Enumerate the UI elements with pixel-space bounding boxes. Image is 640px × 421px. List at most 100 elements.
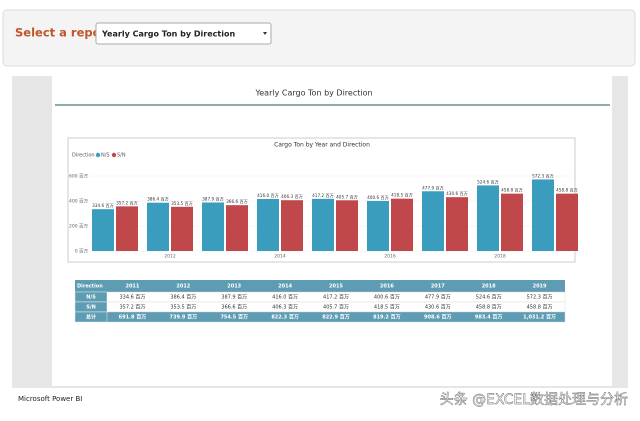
bar (336, 200, 358, 251)
data-label: 366.6 百万 (226, 199, 248, 205)
table-cell: 387.9 百万 (221, 295, 247, 301)
bar (422, 191, 444, 251)
table-cell: 572.3 百万 (527, 295, 553, 301)
report-title: Yearly Cargo Ton by Direction (254, 89, 372, 98)
table-cell: 406.3 百万 (272, 305, 298, 311)
bar (281, 200, 303, 251)
table-row-head (74, 311, 108, 323)
data-label: 405.7 百万 (336, 194, 358, 200)
table-header-cell: 2019 (533, 284, 547, 290)
table-header-cell: 2017 (431, 284, 445, 290)
footer-bar (12, 388, 628, 410)
table-cell: 418.5 百万 (374, 305, 400, 311)
dropdown-arrow[interactable] (263, 32, 267, 35)
data-label: 386.4 百万 (147, 197, 169, 203)
table-cell: 983.4 百万 (475, 314, 503, 321)
table-cell: 754.5 百万 (220, 314, 248, 321)
data-label: 357.2 百万 (116, 200, 138, 206)
report-dropdown[interactable] (95, 22, 272, 45)
data-label: 458.8 百万 (556, 188, 578, 194)
table-cell: 400.6 百万 (374, 295, 400, 301)
bar (171, 206, 193, 251)
bar (391, 198, 413, 251)
table-cell: N/S (86, 295, 96, 301)
bar (367, 200, 389, 251)
x-tick-label: 2014 (274, 254, 286, 260)
bar (202, 202, 224, 251)
table-header-cell: 2016 (380, 284, 394, 290)
table-cell: 822.3 百万 (271, 314, 299, 321)
legend-label: S/N (117, 153, 126, 159)
table-header-bg (75, 280, 565, 292)
x-tick-label: 2016 (384, 254, 396, 260)
chart-title: Cargo Ton by Year and Direction (274, 142, 370, 149)
y-tick-label: 400 百万 (69, 199, 89, 205)
table-cell: S/N (86, 305, 96, 311)
table-cell: 524.6 百万 (476, 295, 502, 301)
table-cell: 416.0 百万 (272, 295, 298, 301)
bar (556, 193, 578, 251)
table-cell: 908.6 百万 (424, 314, 452, 321)
data-label: 430.6 百万 (446, 191, 468, 197)
table-cell: 1,031.2 百万 (523, 314, 556, 321)
data-label: 406.3 百万 (281, 194, 303, 200)
bar (147, 202, 169, 251)
table-cell: 总计 (86, 314, 96, 321)
bar (116, 206, 138, 251)
table-header-cell: 2012 (176, 284, 190, 290)
data-label: 417.2 百万 (312, 193, 334, 199)
bar (226, 205, 248, 251)
table-header-cell: 2013 (227, 284, 241, 290)
legend-swatch (95, 152, 101, 158)
data-label: 334.6 百万 (92, 203, 114, 209)
table-header-cell: 2015 (329, 284, 343, 290)
watermark: 头条 @EXCEL数据处理与分析 (440, 391, 628, 408)
data-label: 418.5 百万 (391, 193, 413, 199)
table-cell: 739.9 百万 (170, 314, 198, 321)
bar (477, 185, 499, 251)
table-header-cell: 2011 (125, 284, 139, 290)
bar (257, 199, 279, 251)
table-cell: 417.2 百万 (323, 295, 349, 301)
table-cell: 430.6 百万 (425, 305, 451, 311)
table-header-cell: 2018 (482, 284, 496, 290)
table-cell: 822.9 百万 (322, 314, 350, 321)
table-cell: 458.8 百万 (527, 305, 553, 311)
table-cell: 477.9 百万 (425, 295, 451, 301)
select-label: Select a report: (15, 26, 116, 40)
bar (92, 209, 114, 251)
y-tick-label: 0 百万 (75, 249, 89, 255)
table-cell: 366.6 百万 (221, 305, 247, 311)
table-cell: 819.2 百万 (373, 314, 401, 321)
data-label: 572.3 百万 (532, 173, 554, 179)
table-cell: 458.8 百万 (476, 305, 502, 311)
x-tick-label: 2012 (164, 254, 176, 260)
y-tick-label: 200 百万 (69, 224, 89, 230)
table-cell: 353.5 百万 (170, 305, 196, 311)
bar (312, 198, 334, 251)
legend-label: N/S (101, 153, 110, 159)
table-cell: 691.8 百万 (119, 314, 147, 321)
bar (501, 193, 523, 251)
legend-title: Direction (72, 153, 95, 159)
footer: Microsoft Power BI (18, 395, 82, 403)
dropdown-value[interactable]: Yearly Cargo Ton by Direction (101, 30, 235, 39)
data-label: 524.6 百万 (477, 179, 499, 185)
table-cell: 334.6 百万 (119, 295, 145, 301)
x-tick-label: 2018 (494, 254, 506, 260)
table-cell: 405.7 百万 (323, 305, 349, 311)
table-header-cell: 2014 (278, 284, 292, 290)
legend-swatch (111, 152, 117, 158)
bar (532, 179, 554, 251)
data-label: 353.5 百万 (171, 201, 193, 207)
data-label: 387.9 百万 (202, 197, 224, 203)
table-cell: 386.4 百万 (170, 295, 196, 301)
table-header-cell: Direction (77, 284, 103, 290)
data-label: 458.8 百万 (501, 188, 523, 194)
table-cell: 357.2 百万 (119, 305, 145, 311)
data-label: 416.0 百万 (257, 193, 279, 199)
data-label: 400.6 百万 (367, 195, 389, 201)
y-tick-label: 600 百万 (69, 174, 89, 180)
bar (446, 197, 468, 251)
